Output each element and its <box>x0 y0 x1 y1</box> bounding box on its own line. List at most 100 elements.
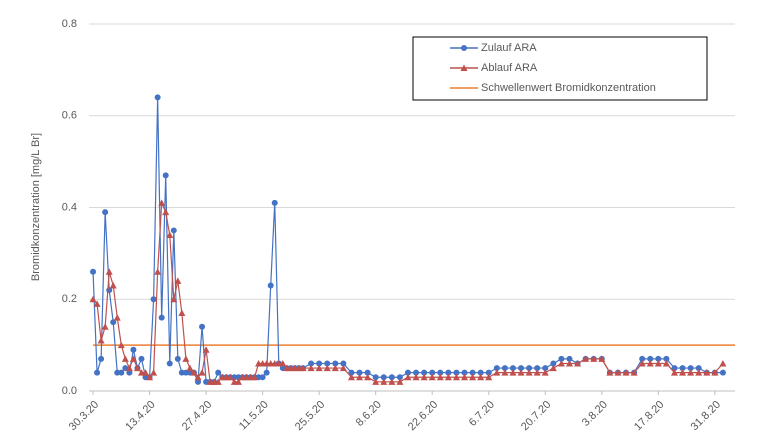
marker <box>170 227 177 234</box>
marker <box>199 323 206 330</box>
marker <box>194 373 202 381</box>
marker <box>646 359 654 367</box>
marker <box>412 373 420 381</box>
marker <box>271 199 278 206</box>
series-line <box>92 97 723 383</box>
x-tick-label: 25.5.20 <box>293 399 327 433</box>
marker <box>146 373 154 381</box>
marker <box>630 369 638 376</box>
marker <box>154 268 162 275</box>
marker <box>195 378 202 385</box>
marker <box>590 355 598 362</box>
marker <box>372 378 380 385</box>
marker <box>518 365 525 372</box>
marker <box>509 365 516 372</box>
marker <box>647 355 654 362</box>
marker <box>461 45 467 51</box>
marker <box>214 378 222 385</box>
marker <box>485 373 493 381</box>
marker <box>404 373 412 381</box>
marker <box>526 365 533 372</box>
legend-label: Zulauf ARA <box>481 42 537 54</box>
marker <box>198 369 206 376</box>
marker <box>558 355 565 362</box>
marker <box>166 231 174 239</box>
marker <box>121 355 129 362</box>
marker <box>324 360 331 367</box>
marker <box>565 359 573 367</box>
marker <box>679 369 687 376</box>
marker <box>215 369 222 376</box>
marker <box>150 369 158 376</box>
marker <box>133 364 141 372</box>
marker <box>517 369 525 376</box>
y-tick-label: 0.2 <box>62 293 77 305</box>
marker <box>315 364 323 372</box>
marker <box>109 281 117 289</box>
marker <box>444 373 452 381</box>
marker <box>202 346 210 353</box>
marker <box>339 364 347 372</box>
marker <box>453 369 460 376</box>
marker <box>340 360 347 367</box>
marker <box>251 373 259 381</box>
x-tick-label: 3.8.20 <box>580 399 610 429</box>
marker <box>89 295 97 303</box>
marker <box>170 295 178 303</box>
marker <box>501 365 508 372</box>
marker <box>654 359 662 367</box>
marker <box>695 365 702 372</box>
x-tick-label: 30.3.20 <box>67 399 101 433</box>
marker <box>332 360 339 367</box>
marker <box>138 355 145 362</box>
marker <box>372 374 379 381</box>
marker <box>396 374 403 381</box>
marker <box>639 355 646 362</box>
marker <box>166 360 173 367</box>
marker <box>130 346 137 353</box>
marker <box>445 369 452 376</box>
marker <box>421 369 428 376</box>
marker <box>655 355 662 362</box>
marker <box>598 355 606 362</box>
marker <box>461 373 469 381</box>
marker <box>404 369 411 376</box>
marker <box>687 369 695 376</box>
marker <box>154 94 161 101</box>
marker <box>158 314 165 321</box>
marker <box>469 369 476 376</box>
marker <box>263 369 270 376</box>
marker <box>638 359 646 367</box>
marker <box>113 314 121 321</box>
marker <box>687 365 694 372</box>
marker <box>533 369 541 376</box>
marker <box>174 355 181 362</box>
marker <box>719 359 727 367</box>
marker <box>316 360 323 367</box>
y-tick-label: 0.8 <box>62 18 77 30</box>
x-tick-label: 11.5.20 <box>237 399 271 433</box>
marker <box>105 268 113 275</box>
marker <box>150 296 157 303</box>
marker <box>129 355 137 362</box>
marker <box>461 369 468 376</box>
marker <box>534 365 541 372</box>
marker <box>663 355 670 362</box>
marker <box>460 64 468 71</box>
marker <box>703 369 711 376</box>
marker <box>396 378 404 385</box>
marker <box>178 309 186 317</box>
marker <box>117 341 125 349</box>
marker <box>356 369 363 376</box>
marker <box>118 369 125 376</box>
marker <box>259 374 266 381</box>
marker <box>469 373 477 381</box>
x-tick-label: 27.4.20 <box>180 399 214 433</box>
marker <box>719 369 726 376</box>
legend-label: Ablauf ARA <box>481 62 538 74</box>
marker <box>162 208 170 216</box>
marker <box>582 355 590 362</box>
marker <box>348 369 355 376</box>
marker <box>413 369 420 376</box>
marker <box>525 369 533 376</box>
